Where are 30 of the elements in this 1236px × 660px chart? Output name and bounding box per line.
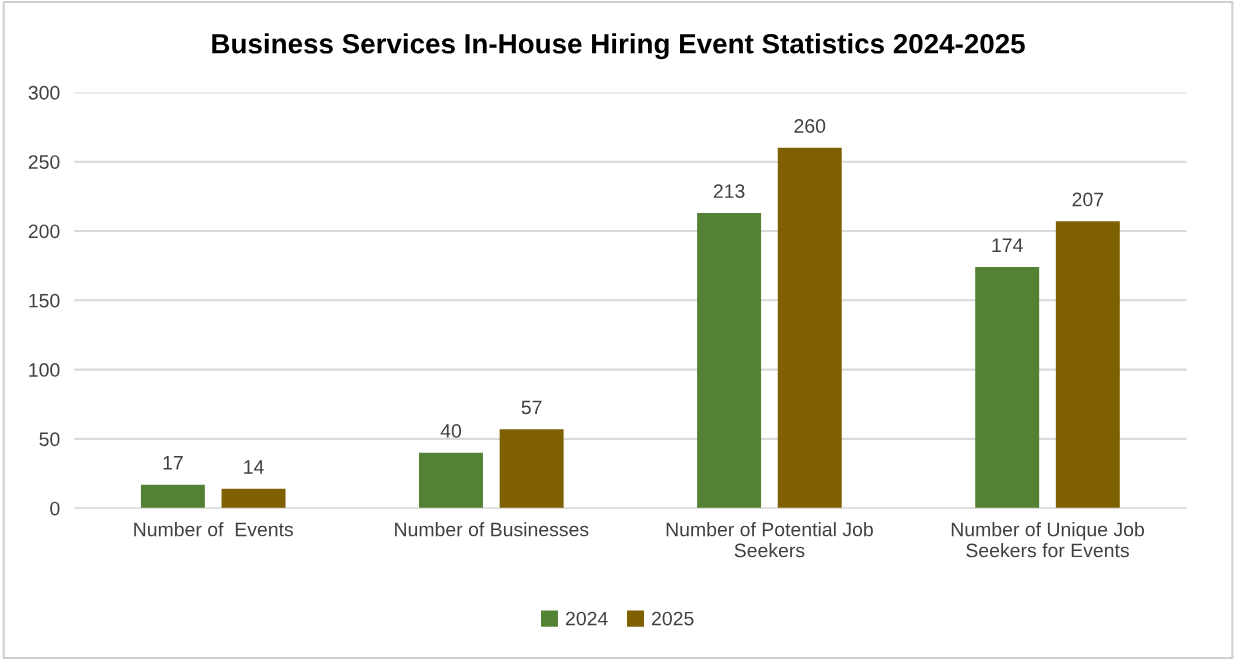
y-tick-label: 300 [28, 85, 60, 100]
bar [499, 429, 564, 509]
y-tick-label: 100 [29, 363, 60, 377]
data-label: 260 [794, 119, 826, 133]
bar [697, 212, 762, 509]
bar [777, 147, 842, 509]
bar [419, 452, 483, 509]
y-tick-label: 50 [39, 432, 60, 447]
data-label: 40 [440, 424, 462, 438]
bar [1055, 221, 1120, 509]
x-tick-label: Number of Potential Job Seekers [666, 522, 873, 558]
data-label: 207 [1072, 192, 1104, 207]
bar [140, 484, 205, 509]
y-tick-label: 0 [50, 501, 60, 516]
x-tick-label: Number of Businesses [395, 522, 589, 537]
legend-label: 2024 [566, 611, 608, 626]
chart-title: Business Services In-House Hiring Event Statistics 2024-2025 [212, 33, 1025, 60]
bar [975, 267, 1040, 509]
data-label: 174 [992, 238, 1023, 252]
y-tick-label: 200 [28, 224, 60, 239]
legend-label: 2025 [652, 611, 694, 626]
data-label: 57 [521, 400, 542, 415]
y-tick-label: 150 [29, 293, 60, 308]
x-tick-label: Number of Events [134, 522, 294, 537]
data-label: 213 [713, 184, 745, 199]
data-label: 17 [163, 456, 183, 470]
data-label: 14 [244, 460, 264, 474]
x-tick-label: Number of Unique Job Seekers for Events [951, 522, 1144, 558]
y-tick-label: 250 [28, 155, 60, 169]
bar [221, 488, 286, 509]
